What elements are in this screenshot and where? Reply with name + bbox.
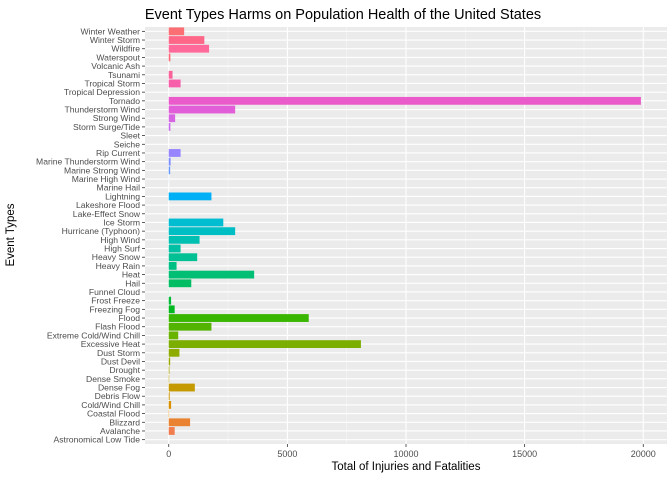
bars <box>168 27 641 435</box>
bar <box>168 418 191 427</box>
bar <box>168 340 361 349</box>
y-tick-label: Winter Weather <box>80 26 140 36</box>
y-tick-label: Rip Current <box>96 148 141 158</box>
y-tick-label: Wildfire <box>111 44 140 54</box>
bar <box>168 314 309 322</box>
y-tick-label: High Surf <box>104 244 140 254</box>
y-tick-label: Marine Thunderstorm Wind <box>36 157 140 167</box>
bar <box>168 70 173 79</box>
bar <box>168 296 172 305</box>
bar <box>168 348 180 357</box>
bar <box>168 105 236 114</box>
bar <box>168 227 236 236</box>
x-tick-labels: 0 5000 10000 15000 20000 <box>166 444 656 459</box>
bar <box>168 114 176 123</box>
bar <box>168 235 200 244</box>
y-tick-label: Avalanche <box>100 426 140 436</box>
bar <box>168 322 212 331</box>
bar <box>168 400 172 409</box>
bar <box>168 392 170 401</box>
grid-lines <box>145 27 667 444</box>
y-tick-label: Flash Flood <box>95 322 140 332</box>
x-axis-label: Total of Injuries and Fatalities <box>332 461 481 473</box>
y-tick-label: Heat <box>122 270 141 280</box>
y-tick-label: Flood <box>119 313 141 323</box>
bar <box>168 149 181 157</box>
y-tick-label: Hurricane (Typhoon) <box>62 226 140 236</box>
bar <box>168 331 179 340</box>
y-tick-label: Volcanic Ash <box>91 61 140 71</box>
bar <box>168 44 210 53</box>
y-tick-label: Marine High Wind <box>72 174 141 184</box>
y-tick-label: Lake-Effect Snow <box>73 209 141 219</box>
y-tick-label: Winter Storm <box>90 35 140 45</box>
y-tick-label: Frost Freeze <box>91 296 140 306</box>
bar <box>168 244 181 253</box>
x-tick-label: 20000 <box>631 449 656 459</box>
y-tick-label: Astronomical Low Tide <box>54 435 141 445</box>
bar <box>168 357 171 366</box>
chart-title: Event Types Harms on Population Health o… <box>145 7 541 23</box>
y-tick-label: Excessive Heat <box>81 339 141 349</box>
y-tick-label: Freezing Fog <box>89 304 140 314</box>
y-tick-label: Coastal Flood <box>87 409 140 419</box>
y-tick-label: Tropical Depression <box>64 87 140 97</box>
y-tick-label: Dust Storm <box>97 348 140 358</box>
bar <box>168 96 641 105</box>
y-tick-label: Strong Wind <box>93 113 141 123</box>
y-tick-label: Marine Hail <box>97 183 141 193</box>
bar <box>168 36 205 44</box>
y-tick-labels: Astronomical Low TideAvalancheBlizzardCo… <box>36 26 145 445</box>
y-tick-label: Tsunami <box>108 70 140 80</box>
bar <box>168 366 170 375</box>
y-tick-label: Seiche <box>114 139 140 149</box>
y-tick-label: Storm Surge/Tide <box>73 122 140 132</box>
y-tick-label: Marine Strong Wind <box>64 165 140 175</box>
y-tick-label: Funnel Cloud <box>89 287 140 297</box>
y-tick-label: High Wind <box>100 235 140 245</box>
y-tick-label: Debris Flow <box>95 391 141 401</box>
bar <box>168 253 198 262</box>
bar <box>168 79 181 88</box>
y-tick-label: Heavy Rain <box>96 261 141 271</box>
bar <box>168 218 224 227</box>
y-tick-label: Dense Smoke <box>86 374 140 384</box>
y-tick-label: Drought <box>109 365 140 375</box>
y-tick-label: Ice Storm <box>103 217 140 227</box>
y-tick-label: Cold/Wind Chill <box>81 400 140 410</box>
bar <box>168 53 171 62</box>
bar <box>168 305 175 314</box>
bar <box>168 122 171 131</box>
x-tick-label: 0 <box>166 449 171 459</box>
y-tick-label: Dense Fog <box>98 383 140 393</box>
y-tick-label: Sleet <box>120 131 140 141</box>
x-tick-label: 5000 <box>277 449 297 459</box>
y-tick-label: Tornado <box>109 96 140 106</box>
bar <box>168 166 171 175</box>
x-tick-label: 10000 <box>393 449 418 459</box>
bar <box>168 192 212 201</box>
bar <box>168 279 192 288</box>
x-tick-label: 15000 <box>512 449 537 459</box>
y-tick-label: Extreme Cold/Wind Chill <box>47 330 140 340</box>
y-axis-label: Event Types <box>5 203 17 266</box>
y-tick-label: Lakeshore Flood <box>76 200 140 210</box>
y-tick-label: Waterspout <box>96 52 140 62</box>
y-tick-label: Hail <box>125 278 140 288</box>
bar <box>168 383 195 392</box>
y-tick-label: Blizzard <box>109 417 140 427</box>
bar <box>168 27 185 36</box>
y-tick-label: Thunderstorm Wind <box>65 105 141 115</box>
y-tick-label: Lightning <box>105 191 140 201</box>
bar <box>168 270 255 279</box>
bar <box>168 157 171 166</box>
y-tick-label: Dust Devil <box>101 356 140 366</box>
bar <box>168 261 177 270</box>
y-tick-label: Tropical Storm <box>84 78 140 88</box>
y-tick-label: Heavy Snow <box>92 252 141 262</box>
bar <box>168 427 175 435</box>
